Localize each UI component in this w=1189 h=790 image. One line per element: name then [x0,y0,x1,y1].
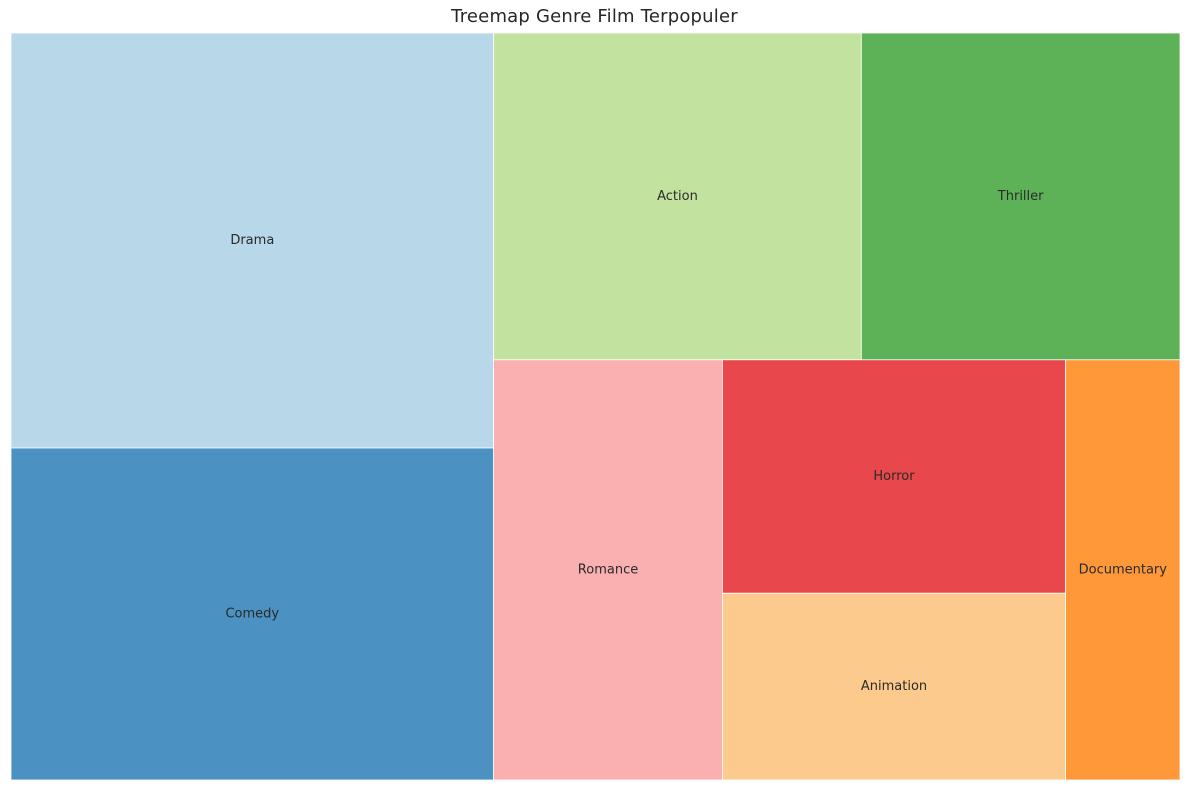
tile-label-action: Action [657,189,698,204]
tile-thriller: Thriller [860,32,1181,361]
tile-rect-horror [722,359,1067,594]
tile-label-thriller: Thriller [997,189,1044,204]
tile-label-romance: Romance [578,562,638,577]
tile-horror: Horror [722,359,1067,594]
tile-animation: Animation [722,592,1067,781]
tile-comedy: Comedy [10,447,495,781]
tile-label-horror: Horror [873,469,915,484]
tile-label-documentary: Documentary [1079,562,1168,577]
tile-rect-romance [493,359,723,781]
chart-title: Treemap Genre Film Terpopuler [451,6,738,27]
tile-rect-thriller [860,32,1181,361]
tile-action: Action [493,32,862,361]
tile-drama: Drama [10,32,495,449]
tile-label-comedy: Comedy [225,607,279,622]
tile-rect-action [493,32,862,361]
tile-romance: Romance [493,359,723,781]
tile-rect-documentary [1065,359,1181,781]
tile-label-drama: Drama [230,233,274,248]
tile-rect-comedy [10,447,495,781]
tile-rect-animation [722,592,1067,781]
tile-label-animation: Animation [861,679,927,694]
tile-documentary: Documentary [1065,359,1181,781]
